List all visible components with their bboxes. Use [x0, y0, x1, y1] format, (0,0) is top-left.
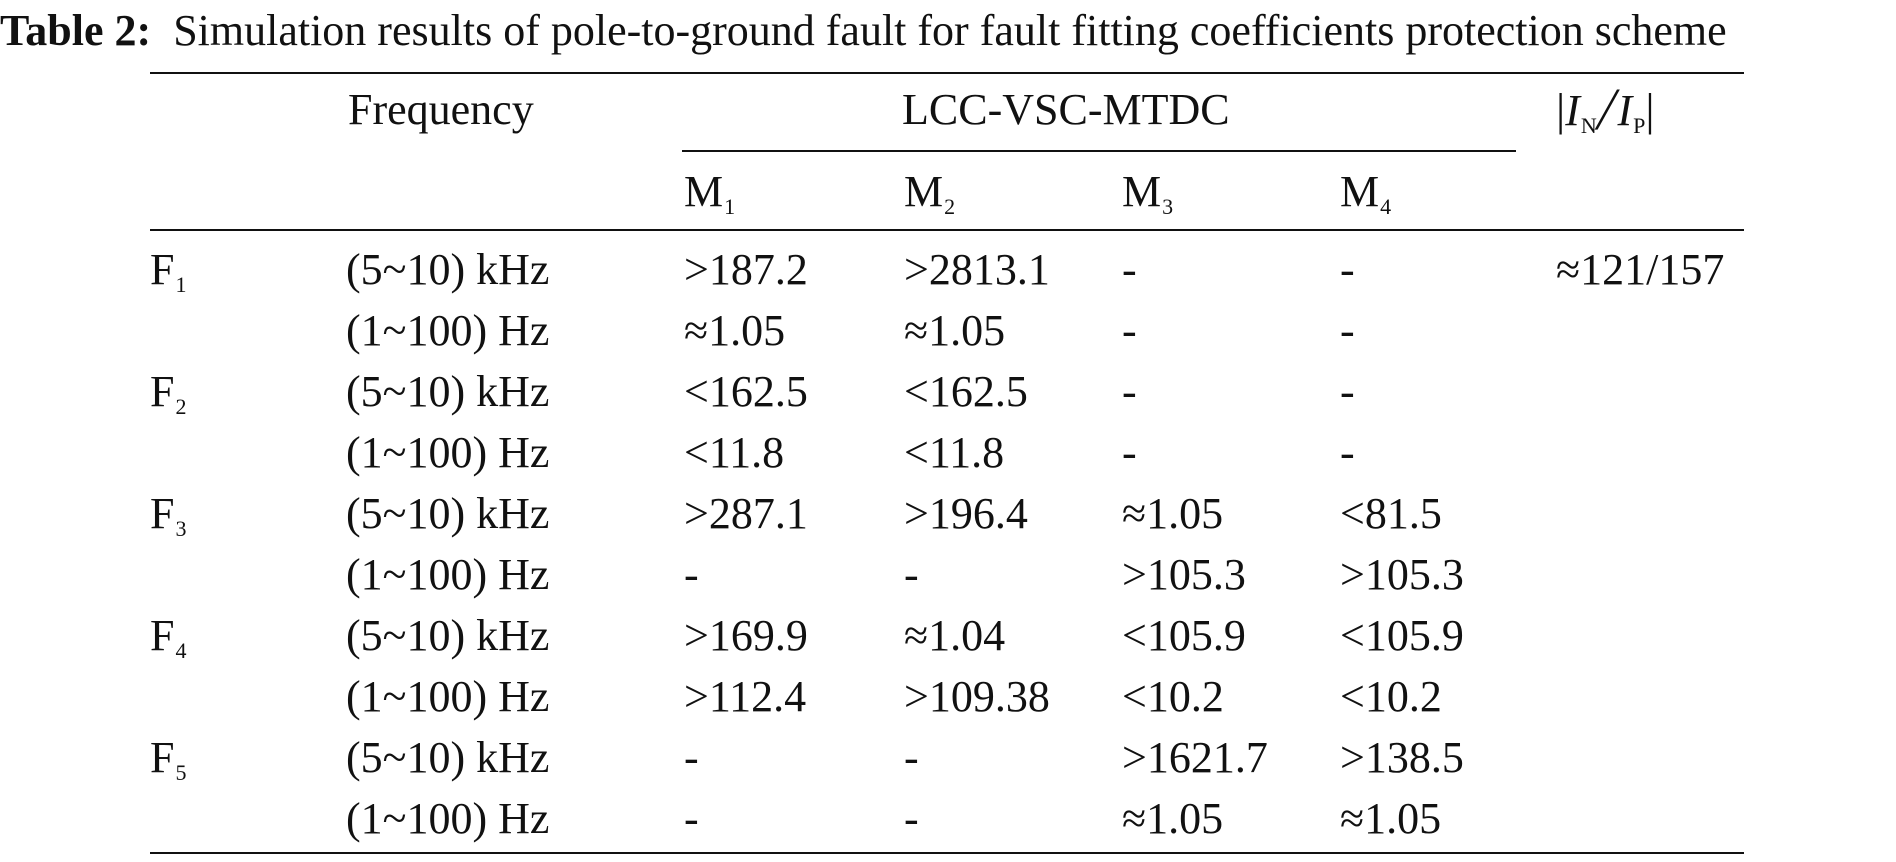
row-5-m4: >105.3: [1340, 550, 1464, 599]
row-4-frequency: (5~10) kHz: [346, 489, 550, 538]
caption-title: Simulation results of pole-to-ground fau…: [173, 6, 1727, 55]
row-8-m2: -: [904, 733, 919, 782]
row-6-frequency: (5~10) kHz: [346, 611, 550, 660]
row-7-m2: >109.38: [904, 672, 1050, 721]
row-1-m3: -: [1122, 306, 1137, 355]
row-3-frequency: (1~100) Hz: [346, 428, 550, 477]
row-1-frequency: (1~100) Hz: [346, 306, 550, 355]
row-1-m1: ≈1.05: [684, 306, 786, 355]
row-6-m3: <105.9: [1122, 611, 1246, 660]
row-6-m4: <105.9: [1340, 611, 1464, 660]
row-4-m3: ≈1.05: [1122, 489, 1224, 538]
header-m1: M1: [684, 167, 736, 219]
fault-f5: F5: [150, 733, 187, 785]
header-frequency: Frequency: [348, 85, 534, 134]
row-7-m4: <10.2: [1340, 672, 1442, 721]
group-rule: [682, 150, 1516, 152]
caption-label: Table 2:: [0, 6, 152, 55]
row-2-m2: <162.5: [904, 367, 1028, 416]
top-rule: [150, 72, 1744, 74]
row-3-m4: -: [1340, 428, 1355, 477]
row-4-m1: >287.1: [684, 489, 808, 538]
row-5-m1: -: [684, 550, 699, 599]
header-m2: M2: [904, 167, 956, 219]
row-1-m2: ≈1.05: [904, 306, 1006, 355]
row-7-frequency: (1~100) Hz: [346, 672, 550, 721]
row-0-frequency: (5~10) kHz: [346, 245, 550, 294]
row-9-frequency: (1~100) Hz: [346, 794, 550, 843]
row-6-m2: ≈1.04: [904, 611, 1006, 660]
row-0-ratio: ≈121/157: [1556, 245, 1725, 294]
header-group: LCC-VSC-MTDC: [902, 85, 1230, 134]
header-ratio: |IN/IP|: [1556, 76, 1655, 142]
fault-f3: F3: [150, 489, 187, 541]
row-0-m4: -: [1340, 245, 1355, 294]
row-9-m4: ≈1.05: [1340, 794, 1442, 843]
row-2-m4: -: [1340, 367, 1355, 416]
row-8-m4: >138.5: [1340, 733, 1464, 782]
row-9-m1: -: [684, 794, 699, 843]
fault-f2: F2: [150, 367, 187, 419]
bottom-rule: [150, 852, 1744, 854]
row-5-m2: -: [904, 550, 919, 599]
row-0-m1: >187.2: [684, 245, 808, 294]
row-5-frequency: (1~100) Hz: [346, 550, 550, 599]
row-8-m1: -: [684, 733, 699, 782]
row-3-m3: -: [1122, 428, 1137, 477]
row-4-m2: >196.4: [904, 489, 1028, 538]
row-5-m3: >105.3: [1122, 550, 1246, 599]
row-8-m3: >1621.7: [1122, 733, 1268, 782]
row-0-m3: -: [1122, 245, 1137, 294]
row-7-m1: >112.4: [684, 672, 807, 721]
row-2-m1: <162.5: [684, 367, 808, 416]
row-9-m2: -: [904, 794, 919, 843]
fault-f4: F4: [150, 611, 187, 663]
table-caption: Table 2: Simulation results of pole-to-gr…: [0, 4, 1896, 58]
header-rule: [150, 229, 1744, 231]
row-9-m3: ≈1.05: [1122, 794, 1224, 843]
row-2-m3: -: [1122, 367, 1137, 416]
row-2-frequency: (5~10) kHz: [346, 367, 550, 416]
row-0-m2: >2813.1: [904, 245, 1050, 294]
row-3-m2: <11.8: [904, 428, 1005, 477]
header-m3: M3: [1122, 167, 1174, 219]
row-6-m1: >169.9: [684, 611, 808, 660]
row-7-m3: <10.2: [1122, 672, 1224, 721]
row-8-frequency: (5~10) kHz: [346, 733, 550, 782]
row-4-m4: <81.5: [1340, 489, 1442, 538]
row-3-m1: <11.8: [684, 428, 785, 477]
fault-f1: F1: [150, 245, 187, 297]
row-1-m4: -: [1340, 306, 1355, 355]
header-m4: M4: [1340, 167, 1392, 219]
